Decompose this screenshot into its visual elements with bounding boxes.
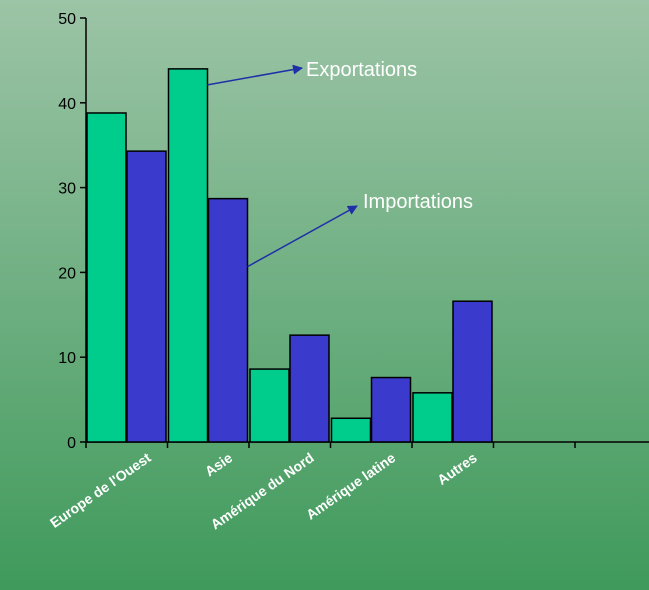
bar-importations — [289, 334, 330, 443]
category-label: Amérique latine — [303, 449, 398, 522]
importations-annotation: Importations — [363, 191, 473, 213]
importations-arrow — [247, 205, 358, 268]
bar-exportations — [249, 368, 290, 443]
bar-importations — [452, 300, 493, 443]
bars — [86, 68, 493, 443]
category-label: Asie — [202, 449, 236, 479]
bar-exportations — [412, 392, 453, 443]
annotations: Exportations Importations — [207, 59, 473, 268]
category-label: Autres — [434, 449, 480, 488]
bar-importations — [207, 197, 249, 443]
bar-importations — [126, 150, 167, 443]
y-tick-label: 20 — [58, 265, 76, 282]
y-tick-label: 30 — [58, 181, 76, 198]
y-tick-label: 40 — [58, 96, 76, 113]
bar-importations — [370, 376, 412, 443]
y-ticks: 0 10 20 30 40 50 — [58, 11, 86, 452]
y-tick-label: 10 — [58, 350, 76, 367]
exportations-annotation: Exportations — [306, 59, 417, 81]
x-ticks — [85, 442, 576, 448]
bar-exportations — [330, 417, 372, 443]
bar-exportations — [86, 112, 127, 443]
category-label: Europe de l'Ouest — [47, 449, 154, 531]
bar-exportations — [167, 68, 209, 443]
y-tick-label: 50 — [58, 11, 76, 28]
y-tick-label: 0 — [67, 435, 76, 452]
exportations-arrow — [207, 64, 303, 86]
